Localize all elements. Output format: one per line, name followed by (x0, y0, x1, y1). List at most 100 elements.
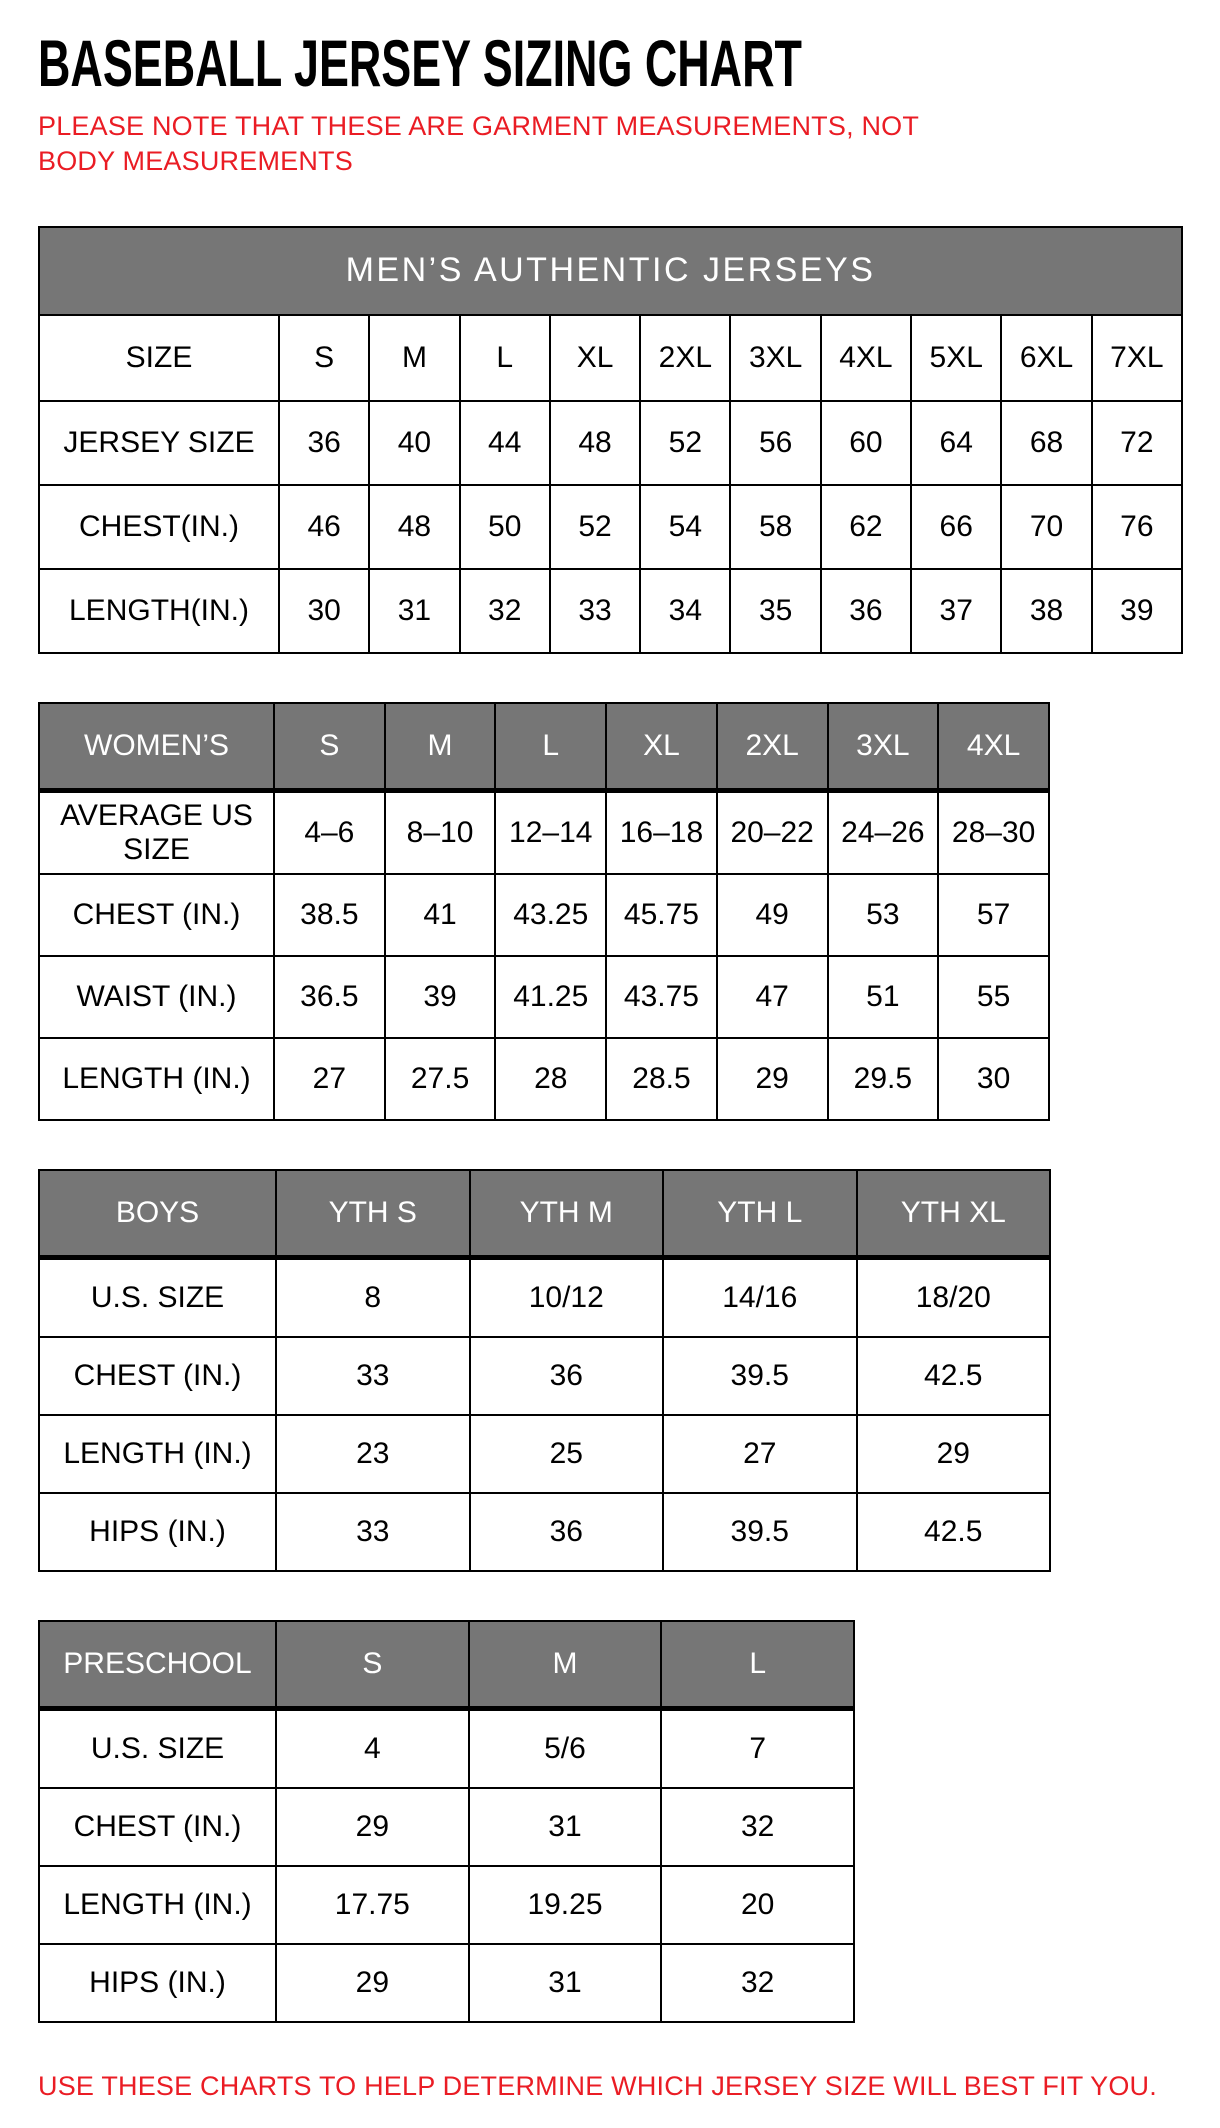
womens-sizing-table: WOMEN’S S M L XL 2XL 3XL 4XL AVERAGE US SIZE 4–6 8… (38, 701, 1050, 1121)
column-header-cell: M (383, 701, 497, 793)
data-cell: 48 (368, 483, 461, 570)
data-cell: 17.75 (275, 1864, 470, 1945)
mens-sizing-table: MEN’S AUTHENTIC JERSEYS SIZE S M L XL 2XL 3XL 4X… (38, 225, 1184, 654)
data-cell: 36 (277, 399, 371, 486)
data-cell: 66 (910, 483, 1003, 570)
column-header-cell: S (275, 1619, 470, 1711)
data-cell: 51 (826, 954, 940, 1039)
data-cell: 56 (729, 399, 822, 486)
data-cell: 53 (826, 872, 940, 957)
data-cell: 76 (1090, 483, 1184, 570)
data-cell: 29 (275, 1942, 470, 2023)
table-row: AVERAGE US SIZE 4–6 8–10 12–14 16–18 20–22 24–… (38, 789, 1050, 875)
data-cell: 28–30 (937, 789, 1050, 875)
column-header-cell: M (368, 313, 461, 402)
column-header-cell: S (273, 701, 386, 793)
garment-measurements-note: PLEASE NOTE THAT THESE ARE GARMENT MEASU… (38, 111, 919, 177)
column-header-cell: M (467, 1619, 663, 1711)
row-label-cell: LENGTH(IN.) (38, 567, 280, 654)
data-cell: 19.25 (467, 1864, 663, 1945)
row-label-cell: LENGTH (IN.) (38, 1413, 277, 1494)
column-header-cell: 3XL (729, 313, 822, 402)
data-cell: 14/16 (662, 1256, 858, 1338)
data-cell: 8–10 (383, 789, 497, 875)
data-cell: 32 (660, 1942, 855, 2023)
row-label-cell: HIPS (IN.) (38, 1942, 277, 2023)
row-label-cell: CHEST (IN.) (38, 872, 275, 957)
data-cell: 42.5 (855, 1491, 1051, 1572)
column-header-cell: XL (548, 313, 642, 402)
table-row: LENGTH (IN.) 23 25 27 29 (38, 1413, 1051, 1494)
data-cell: 38 (1000, 567, 1093, 654)
data-cell: 27 (273, 1036, 386, 1121)
data-cell: 46 (277, 483, 371, 570)
data-cell: 30 (937, 1036, 1050, 1121)
data-cell: 50 (458, 483, 551, 570)
data-cell: 39 (1090, 567, 1184, 654)
column-header-cell: 3XL (826, 701, 940, 793)
data-cell: 33 (275, 1491, 471, 1572)
row-label-cell: JERSEY SIZE (38, 399, 280, 486)
column-header-cell: YTH M (468, 1168, 664, 1260)
row-label-cell: LENGTH (IN.) (38, 1036, 275, 1121)
data-cell: 10/12 (468, 1256, 664, 1338)
data-cell: 4–6 (273, 789, 386, 875)
column-header-cell: L (458, 313, 551, 402)
table-row: WAIST (IN.) 36.5 39 41.25 43.75 47 51 55 (38, 954, 1050, 1039)
data-cell: 31 (467, 1786, 663, 1867)
data-cell: 42.5 (855, 1335, 1051, 1416)
column-header-cell: YTH XL (855, 1168, 1051, 1260)
data-cell: 36 (468, 1335, 664, 1416)
data-cell: 20–22 (715, 789, 829, 875)
data-cell: 16–18 (605, 789, 718, 875)
data-cell: 18/20 (855, 1256, 1051, 1338)
column-header-cell: YTH S (275, 1168, 471, 1260)
data-cell: 70 (1000, 483, 1093, 570)
column-header-cell: 4XL (937, 701, 1050, 793)
table-row: U.S. SIZE 8 10/12 14/16 18/20 (38, 1256, 1051, 1338)
data-cell: 58 (729, 483, 822, 570)
table-row: CHEST(IN.) 46 48 50 52 54 58 62 66 70 76 (38, 483, 1184, 570)
column-header-cell: S (277, 313, 371, 402)
row-label-cell: WAIST (IN.) (38, 954, 275, 1039)
data-cell: 43.75 (605, 954, 718, 1039)
data-cell: 36.5 (273, 954, 386, 1039)
column-header-cell: 6XL (1000, 313, 1093, 402)
data-cell: 29.5 (826, 1036, 940, 1121)
data-cell: 39 (383, 954, 497, 1039)
column-header-cell: XL (605, 701, 718, 793)
data-cell: 38.5 (273, 872, 386, 957)
data-cell: 25 (468, 1413, 664, 1494)
data-cell: 44 (458, 399, 551, 486)
table-row: JERSEY SIZE 36 40 44 48 52 56 60 64 68 72 (38, 399, 1184, 486)
data-cell: 24–26 (826, 789, 940, 875)
data-cell: 36 (468, 1491, 664, 1572)
column-header-cell: 7XL (1090, 313, 1184, 402)
data-cell: 52 (639, 399, 732, 486)
data-cell: 45.75 (605, 872, 718, 957)
data-cell: 29 (855, 1413, 1051, 1494)
data-cell: 32 (458, 567, 551, 654)
data-cell: 54 (639, 483, 732, 570)
data-cell: 55 (937, 954, 1050, 1039)
data-cell: 30 (277, 567, 371, 654)
preschool-header-label-cell: PRESCHOOL (38, 1619, 277, 1711)
data-cell: 4 (275, 1707, 470, 1789)
data-cell: 39.5 (662, 1335, 858, 1416)
data-cell: 48 (548, 399, 642, 486)
data-cell: 72 (1090, 399, 1184, 486)
column-header-cell: L (660, 1619, 855, 1711)
data-cell: 27.5 (383, 1036, 497, 1121)
data-cell: 23 (275, 1413, 471, 1494)
table-row: U.S. SIZE 4 5/6 7 (38, 1707, 855, 1789)
table-row: HIPS (IN.) 29 31 32 (38, 1942, 855, 2023)
row-label-cell: LENGTH (IN.) (38, 1864, 277, 1945)
data-cell: 35 (729, 567, 822, 654)
data-cell: 57 (937, 872, 1050, 957)
data-cell: 68 (1000, 399, 1093, 486)
data-cell: 43.25 (494, 872, 608, 957)
data-cell: 47 (715, 954, 829, 1039)
data-cell: 49 (715, 872, 829, 957)
table-row: CHEST (IN.) 38.5 41 43.25 45.75 49 53 57 (38, 872, 1050, 957)
